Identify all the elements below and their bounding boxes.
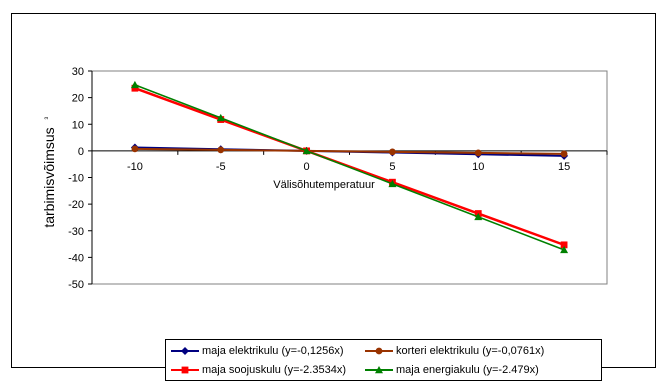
series-3-point xyxy=(216,113,225,122)
series-3-point xyxy=(388,179,397,188)
x-tick-label: -10 xyxy=(127,161,143,173)
y-tick-label: -50 xyxy=(68,279,84,291)
x-tick-label: -5 xyxy=(216,161,226,173)
legend-entry: korteri elektrikulu (y=-0,0761x) xyxy=(364,343,544,359)
x-tick-label: 5 xyxy=(389,161,395,173)
y-tick-label: -40 xyxy=(68,252,84,264)
series-3-point xyxy=(302,146,311,155)
legend-swatch xyxy=(171,347,199,355)
plot-area xyxy=(91,70,608,285)
y-axis-title: tarbimisvõimsus xyxy=(41,127,57,227)
y-tick-label: 20 xyxy=(72,93,84,105)
series-line-1 xyxy=(134,147,565,155)
x-axis-title: Välisõhutemperatuur xyxy=(273,179,375,191)
series-1-point xyxy=(131,145,139,153)
series-1-point xyxy=(217,146,225,154)
y-tick-label: -30 xyxy=(68,226,84,238)
legend-swatch xyxy=(365,347,393,355)
legend-label: maja energiakulu (y=-2.479x) xyxy=(396,364,539,376)
y-tick-label: -20 xyxy=(68,199,84,211)
legend-label: maja elektrikulu (y=-0,1256x) xyxy=(202,345,344,357)
legend-swatch xyxy=(365,366,393,374)
y-tick-label: 30 xyxy=(72,66,84,78)
legend-label: korteri elektrikulu (y=-0,0761x) xyxy=(396,345,545,357)
series-3-point xyxy=(560,245,569,254)
legend-label: maja soojuskulu (y=-2.3534x) xyxy=(202,364,346,376)
series-line-2 xyxy=(134,87,565,247)
x-tick-label: 15 xyxy=(558,161,570,173)
series-3-point xyxy=(130,80,139,89)
legend-swatch-marker xyxy=(375,347,383,355)
y-axis-title-suffix: ³ xyxy=(43,117,52,120)
legend-swatch-marker xyxy=(375,366,383,374)
y-tick-label: -10 xyxy=(68,173,84,185)
legend-swatch xyxy=(171,366,199,374)
legend: maja elektrikulu (y=-0,1256x) korteri ele… xyxy=(165,339,602,381)
y-tick-label: 10 xyxy=(72,119,84,131)
series-2-point xyxy=(131,84,139,92)
series-1-point xyxy=(389,148,396,156)
legend-entry: maja elektrikulu (y=-0,1256x) xyxy=(170,343,344,359)
legend-entry: maja energiakulu (y=-2.479x) xyxy=(364,362,539,378)
legend-entry: maja soojuskulu (y=-2.3534x) xyxy=(170,362,346,378)
series-1-point xyxy=(474,149,482,157)
legend-swatch-marker xyxy=(181,366,189,374)
x-tick-label: 10 xyxy=(472,161,484,173)
series-line-3 xyxy=(134,84,565,251)
chart-area: 30 20 10 0 -10 -20 -30 -40 -50 -10 -5 0 5 10 15 Välisõh… xyxy=(11,13,656,381)
y-tick-label: 0 xyxy=(78,146,84,158)
x-tick-label: 0 xyxy=(304,161,310,173)
legend-swatch-marker xyxy=(181,347,189,355)
series-2-point xyxy=(560,241,568,249)
series-3-point xyxy=(474,212,483,221)
series-1-point xyxy=(560,150,568,158)
